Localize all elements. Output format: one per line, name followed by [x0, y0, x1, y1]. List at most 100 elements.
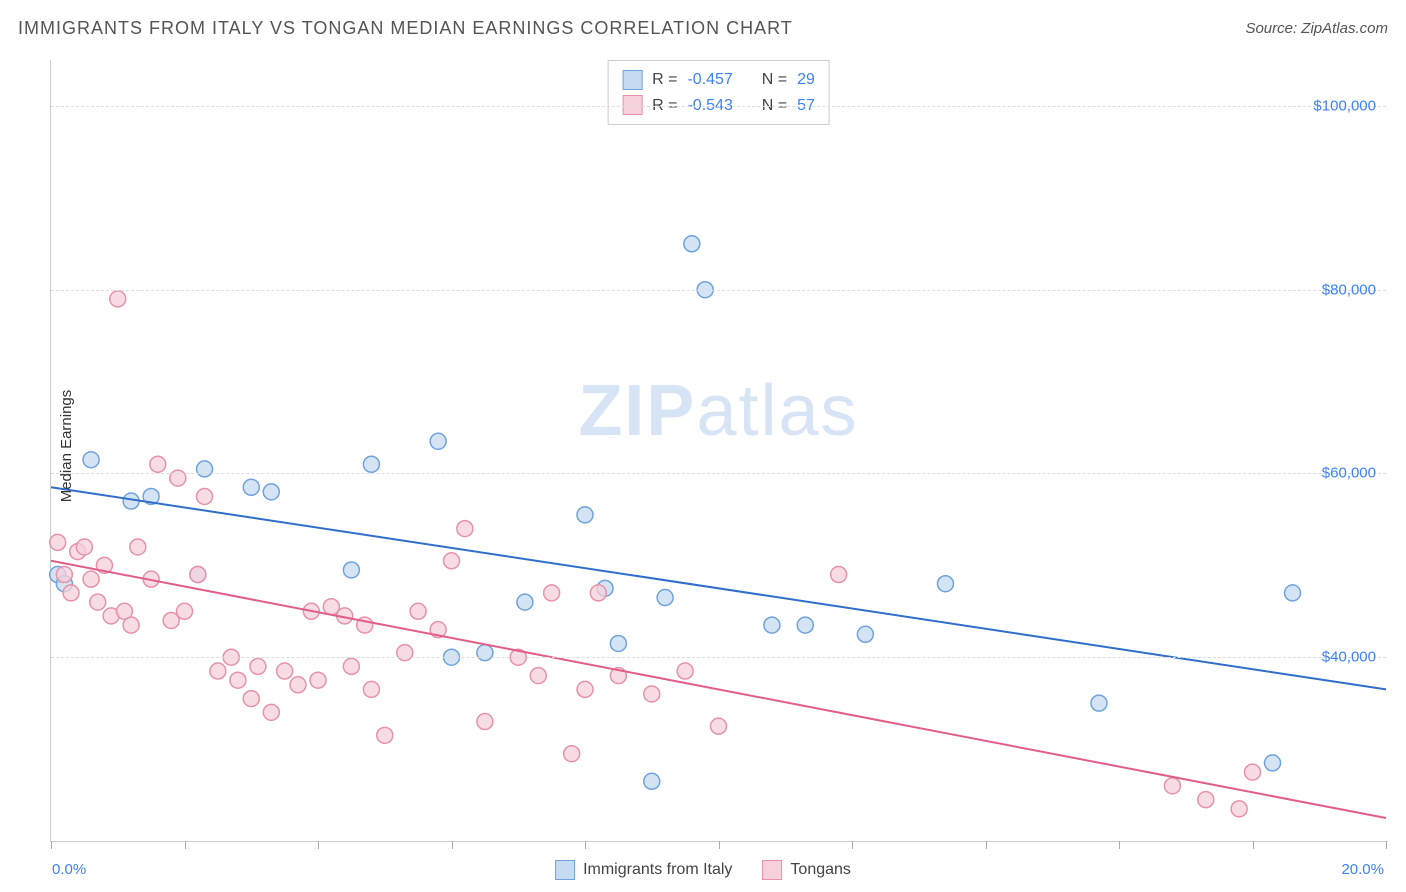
- chart-svg: [51, 60, 1386, 841]
- data-point: [263, 484, 279, 500]
- data-point: [230, 672, 246, 688]
- data-point: [937, 576, 953, 592]
- data-point: [363, 456, 379, 472]
- x-tick: [51, 841, 52, 849]
- data-point: [90, 594, 106, 610]
- data-point: [197, 488, 213, 504]
- data-point: [1198, 792, 1214, 808]
- y-tick-label: $80,000: [1322, 281, 1376, 298]
- data-point: [250, 658, 266, 674]
- data-point: [190, 567, 206, 583]
- data-point: [857, 626, 873, 642]
- plot-area: ZIPatlas R =-0.457 N =29R =-0.543 N =57 …: [50, 60, 1386, 842]
- data-point: [243, 691, 259, 707]
- y-tick-label: $100,000: [1313, 97, 1376, 114]
- x-tick: [185, 841, 186, 849]
- data-point: [610, 635, 626, 651]
- data-point: [544, 585, 560, 601]
- data-point: [170, 470, 186, 486]
- stats-row: R = -0.457 N = 29: [622, 67, 815, 93]
- x-tick-min: 0.0%: [52, 861, 86, 878]
- legend-item: Immigrants from Italy: [555, 860, 732, 880]
- data-point: [83, 452, 99, 468]
- data-point: [397, 645, 413, 661]
- data-point: [590, 585, 606, 601]
- gridline: [51, 657, 1386, 658]
- gridline: [51, 473, 1386, 474]
- data-point: [1265, 755, 1281, 771]
- data-point: [150, 456, 166, 472]
- source-label: Source: ZipAtlas.com: [1245, 20, 1388, 37]
- data-point: [477, 714, 493, 730]
- data-point: [1164, 778, 1180, 794]
- data-point: [530, 668, 546, 684]
- data-point: [1285, 585, 1301, 601]
- data-point: [290, 677, 306, 693]
- data-point: [577, 507, 593, 523]
- data-point: [457, 521, 473, 537]
- data-point: [56, 567, 72, 583]
- data-point: [343, 658, 359, 674]
- x-tick: [1386, 841, 1387, 849]
- r-value: -0.457: [687, 67, 732, 93]
- data-point: [177, 603, 193, 619]
- x-tick: [852, 841, 853, 849]
- data-point: [831, 567, 847, 583]
- data-point: [50, 534, 66, 550]
- data-point: [430, 433, 446, 449]
- x-tick-max: 20.0%: [1341, 861, 1384, 878]
- data-point: [310, 672, 326, 688]
- data-point: [277, 663, 293, 679]
- data-point: [797, 617, 813, 633]
- data-point: [263, 704, 279, 720]
- gridline: [51, 106, 1386, 107]
- data-point: [564, 746, 580, 762]
- trend-line: [51, 487, 1386, 689]
- x-tick: [1253, 841, 1254, 849]
- data-point: [63, 585, 79, 601]
- data-point: [1231, 801, 1247, 817]
- data-point: [110, 291, 126, 307]
- x-tick: [585, 841, 586, 849]
- data-point: [1245, 764, 1261, 780]
- data-point: [343, 562, 359, 578]
- y-tick-label: $40,000: [1322, 649, 1376, 666]
- data-point: [444, 553, 460, 569]
- data-point: [130, 539, 146, 555]
- data-point: [684, 236, 700, 252]
- data-point: [83, 571, 99, 587]
- data-point: [377, 727, 393, 743]
- x-tick: [986, 841, 987, 849]
- gridline: [51, 290, 1386, 291]
- data-point: [677, 663, 693, 679]
- legend-item: Tongans: [762, 860, 851, 880]
- y-tick-label: $60,000: [1322, 465, 1376, 482]
- data-point: [243, 479, 259, 495]
- chart-title: IMMIGRANTS FROM ITALY VS TONGAN MEDIAN E…: [18, 18, 793, 39]
- data-point: [577, 681, 593, 697]
- legend-swatch: [762, 860, 782, 880]
- data-point: [410, 603, 426, 619]
- legend-swatch: [622, 70, 642, 90]
- data-point: [764, 617, 780, 633]
- x-tick: [318, 841, 319, 849]
- legend-label: Tongans: [790, 861, 851, 879]
- data-point: [197, 461, 213, 477]
- n-label: N =: [762, 67, 787, 93]
- data-point: [76, 539, 92, 555]
- data-point: [123, 617, 139, 633]
- data-point: [517, 594, 533, 610]
- data-point: [210, 663, 226, 679]
- data-point: [644, 773, 660, 789]
- trend-line: [51, 561, 1386, 818]
- legend-label: Immigrants from Italy: [583, 861, 732, 879]
- stats-legend: R =-0.457 N =29R =-0.543 N =57: [607, 60, 830, 125]
- data-point: [363, 681, 379, 697]
- data-point: [477, 645, 493, 661]
- data-point: [1091, 695, 1107, 711]
- n-value: 29: [797, 67, 815, 93]
- data-point: [711, 718, 727, 734]
- x-tick: [1119, 841, 1120, 849]
- r-label: R =: [652, 67, 677, 93]
- x-tick: [452, 841, 453, 849]
